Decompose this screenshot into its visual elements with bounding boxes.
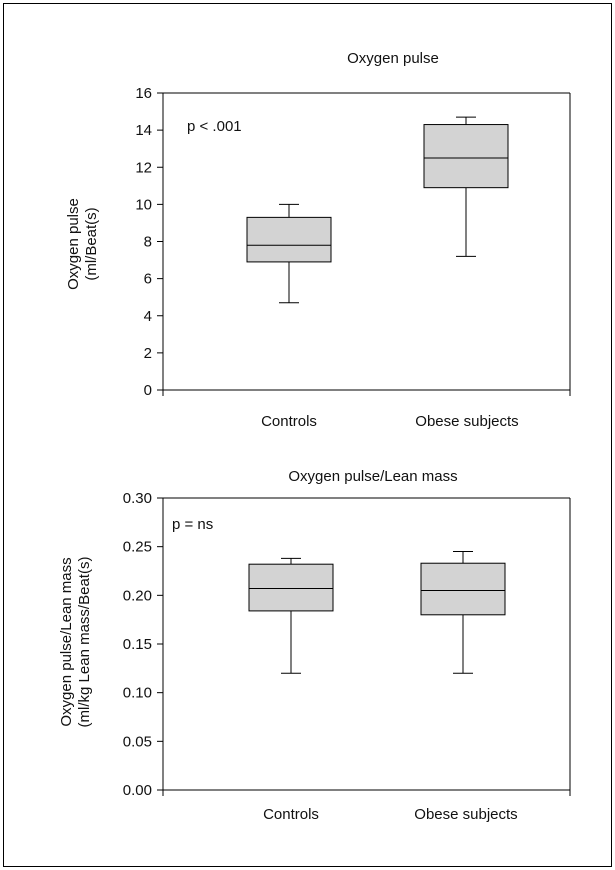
y-tick-group: 0.00 0.05 0.10 0.15 0.20 0.25 0.30 <box>123 490 163 799</box>
y-tick-label: 16 <box>135 85 152 102</box>
iqr-box <box>248 563 334 612</box>
y-tick-group: 0 2 4 6 8 10 12 14 16 <box>135 85 163 399</box>
chart-oxygen-pulse-lean-mass: Oxygen pulse/Lean mass Oxygen pulse/Lean… <box>58 468 571 823</box>
y-axis-unit: (ml/kg Lean mass/Beat(s) <box>76 557 93 728</box>
x-tick-label-obese: Obese subjects <box>415 413 518 430</box>
iqr-box <box>246 216 332 263</box>
box-obese-subjects <box>423 116 509 257</box>
y-axis-unit: (ml/Beat(s) <box>83 207 100 280</box>
y-tick-label: 0.05 <box>123 733 152 750</box>
y-tick-label: 2 <box>144 345 152 362</box>
y-tick-label: 0.30 <box>123 490 152 507</box>
y-tick-label: 12 <box>135 159 152 176</box>
iqr-box <box>423 124 509 189</box>
box-controls <box>248 557 334 674</box>
y-tick-label: 6 <box>144 271 152 288</box>
p-value-annotation: p < .001 <box>187 118 242 135</box>
x-tick-label-controls: Controls <box>261 413 317 430</box>
y-tick-label: 0.25 <box>123 539 152 556</box>
p-value-annotation: p = ns <box>172 516 213 533</box>
x-tick-label-obese: Obese subjects <box>414 806 517 823</box>
y-tick-label: 0 <box>144 382 152 399</box>
y-tick-label: 8 <box>144 234 152 251</box>
chart-title: Oxygen pulse/Lean mass <box>288 468 457 485</box>
iqr-box <box>420 562 506 616</box>
chart-title: Oxygen pulse <box>347 50 439 67</box>
chart-oxygen-pulse: Oxygen pulse Oxygen pulse (ml/Beat(s) p … <box>65 50 571 430</box>
y-tick-label: 4 <box>144 308 152 325</box>
y-axis-title: Oxygen pulse/Lean mass <box>58 557 75 726</box>
y-tick-label: 0.00 <box>123 782 152 799</box>
y-tick-label: 10 <box>135 196 152 213</box>
y-axis-title: Oxygen pulse <box>65 198 82 290</box>
y-tick-label: 0.10 <box>123 685 152 702</box>
figure-frame <box>3 3 612 867</box>
y-tick-label: 0.15 <box>123 636 152 653</box>
x-tick-label-controls: Controls <box>263 806 319 823</box>
box-group <box>248 551 506 674</box>
y-tick-label: 0.20 <box>123 587 152 604</box>
y-tick-label: 14 <box>135 122 152 139</box>
box-controls <box>246 203 332 304</box>
box-group <box>246 116 509 304</box>
box-obese-subjects <box>420 551 506 674</box>
